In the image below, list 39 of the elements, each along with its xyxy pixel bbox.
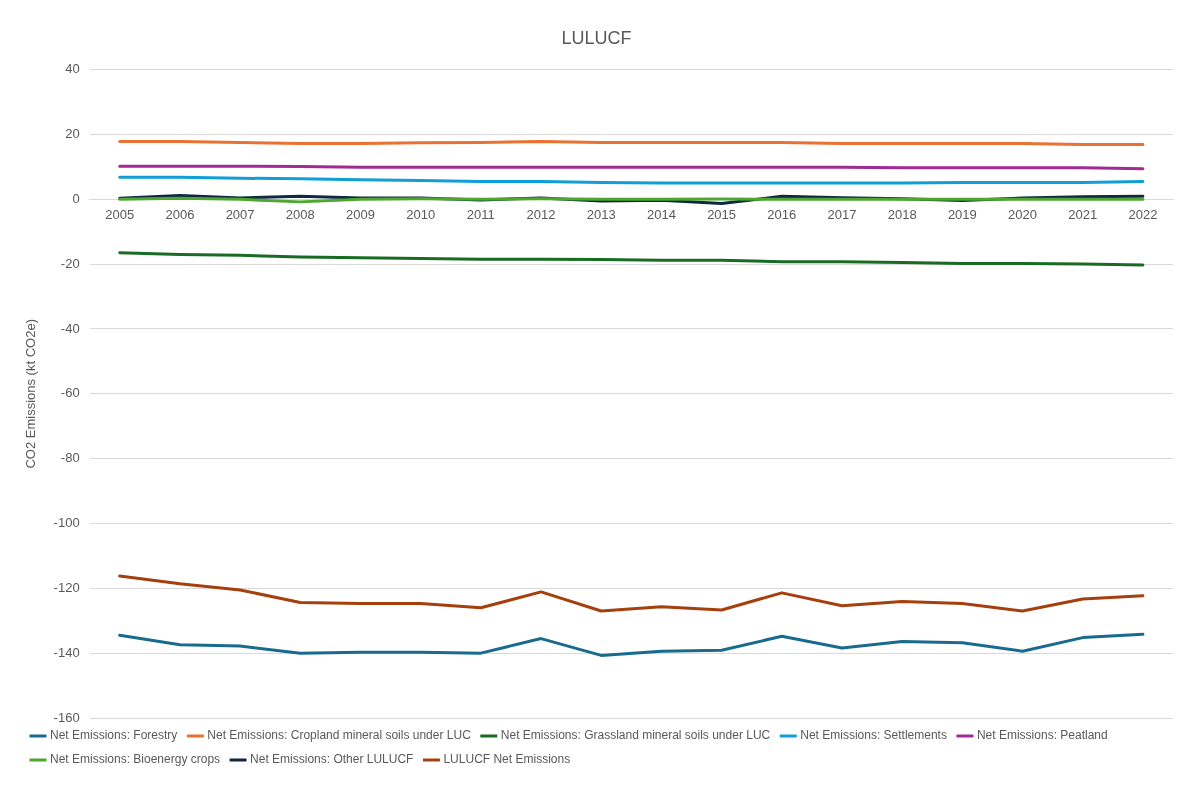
legend-label: Net Emissions: Forestry	[50, 728, 178, 743]
chart-title: LULUCF	[561, 27, 632, 48]
legend-label: Net Emissions: Other LULUCF	[250, 752, 414, 767]
y-tick-label: -60	[60, 385, 80, 401]
legend-label: Net Emissions: Peatland	[976, 728, 1108, 743]
x-tick-label: 2019	[947, 206, 977, 222]
x-tick-label: 2018	[887, 206, 917, 222]
x-tick-label: 2012	[526, 206, 556, 222]
x-tick-label: 2014	[646, 206, 676, 222]
y-tick-label: 0	[72, 190, 80, 206]
legend-label: Net Emissions: Settlements	[800, 728, 947, 743]
y-tick-label: -40	[60, 320, 80, 336]
x-tick-label: 2020	[1008, 206, 1037, 222]
x-tick-label: 2013	[586, 206, 616, 222]
x-tick-label: 2007	[225, 206, 255, 222]
y-tick-label: 20	[65, 126, 80, 142]
y-tick-label: 40	[65, 61, 80, 77]
x-tick-label: 2016	[767, 206, 797, 222]
x-tick-label: 2022	[1128, 206, 1158, 222]
x-tick-label: 2005	[105, 206, 135, 222]
x-tick-label: 2017	[827, 206, 857, 222]
y-axis-title: CO2 Emissions (kt CO2e)	[23, 319, 39, 469]
y-tick-label: -80	[60, 450, 80, 466]
x-tick-label: 2011	[466, 206, 495, 222]
x-tick-label: 2021	[1068, 206, 1098, 222]
x-tick-label: 2006	[165, 206, 195, 222]
y-tick-label: -120	[53, 579, 80, 595]
legend-label: LULUCF Net Emissions	[443, 752, 571, 767]
legend-label: Net Emissions: Cropland mineral soils under LUC	[207, 728, 472, 743]
y-tick-label: -20	[60, 255, 80, 271]
y-tick-label: -100	[53, 515, 80, 531]
x-tick-label: 2008	[285, 206, 315, 222]
x-tick-label: 2010	[406, 206, 436, 222]
x-tick-label: 2015	[707, 206, 737, 222]
x-tick-label: 2009	[346, 206, 375, 222]
legend-label: Net Emissions: Grassland mineral soils under LUC	[500, 728, 771, 743]
legend-label: Net Emissions: Bioenergy crops	[50, 752, 221, 767]
y-tick-label: -160	[53, 709, 80, 725]
y-tick-label: -140	[53, 644, 80, 660]
